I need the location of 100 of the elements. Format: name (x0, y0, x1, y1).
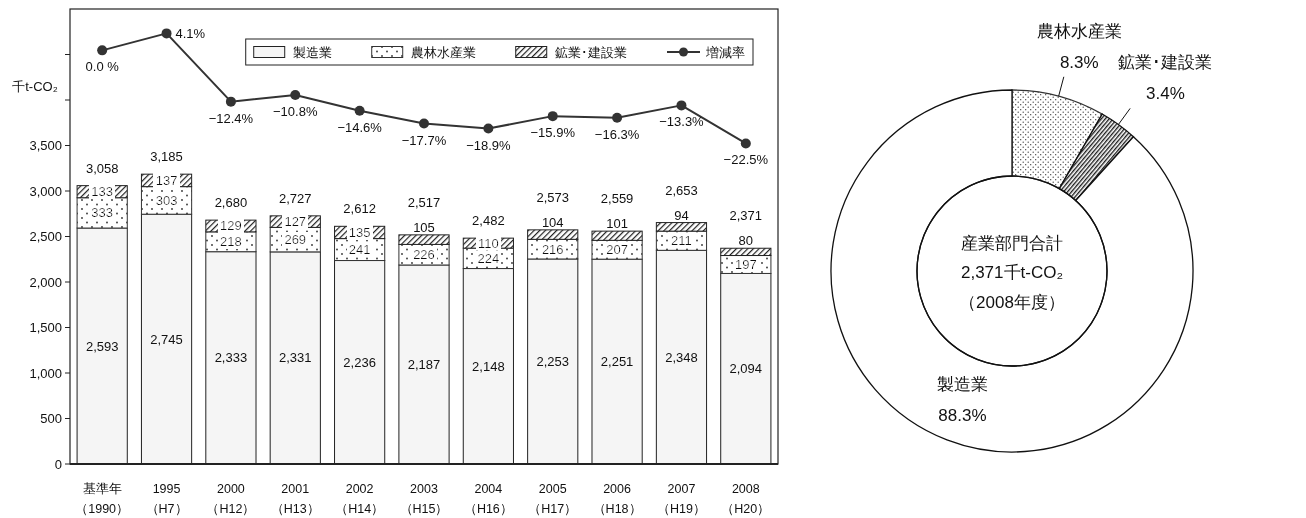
data-label: 216 (541, 241, 564, 257)
data-label: 127 (284, 214, 307, 230)
data-label: −10.8% (273, 104, 318, 120)
data-label: 80 (738, 233, 754, 249)
legend-label: 増減率 (705, 45, 745, 60)
x-tick-label: 2003 （H15） (399, 482, 449, 516)
data-label: 241 (348, 242, 371, 258)
data-label: 135 (348, 224, 371, 240)
data-label: 197 (734, 256, 757, 272)
total-label: 3,185 (150, 149, 183, 165)
data-label: −16.3% (594, 126, 640, 142)
data-label: 94 (674, 207, 689, 223)
point (419, 118, 429, 129)
x-tick-label: 2004 （H16） (463, 482, 513, 516)
data-label: 2,187 (407, 356, 441, 372)
point (547, 111, 558, 122)
data-label: 2,333 (214, 350, 248, 366)
data-label: 2,348 (665, 349, 698, 365)
data-label: 211 (671, 233, 692, 249)
y-axis-title: 千t-CO₂ (12, 79, 58, 94)
legend-label: 農林水産業 (410, 45, 476, 60)
point (161, 28, 172, 39)
data-label: 2,745 (150, 331, 183, 347)
y-tick-label: 1,000 (29, 365, 62, 381)
data-label: 4.1% (175, 26, 206, 42)
bar (655, 222, 708, 232)
y-tick-label: 3,000 (29, 183, 62, 199)
x-tick-label: 2000 （H12） (206, 482, 256, 516)
x-tick-label: 2008 （H20） (721, 482, 771, 516)
data-label: 110 (478, 235, 499, 251)
data-label: 8.3% (1059, 52, 1099, 72)
y-tick-label: 500 (40, 411, 62, 426)
data-label: 218 (220, 234, 242, 250)
y-tick-label: 2,000 (29, 274, 62, 290)
point (740, 138, 751, 149)
x-tick-label: 2006 （H18） (592, 482, 642, 516)
data-label: 0.0 % (85, 59, 120, 75)
x-tick-label: 2007 （H19） (656, 482, 706, 516)
data-label: 129 (220, 218, 242, 234)
bar (462, 237, 514, 249)
data-label: 2,331 (279, 350, 312, 366)
donut-slice (830, 89, 1194, 453)
y-tick-label: 2,500 (29, 229, 62, 244)
text: 産業部門合計 2,371千t-CO₂ （2008年度） (959, 233, 1065, 312)
total-label: 2,727 (279, 190, 312, 206)
y-tick-label: 1,500 (29, 320, 62, 335)
point (612, 112, 623, 123)
point (97, 45, 108, 56)
data-label: 88.3% (938, 406, 987, 426)
x-tick-label: 2005 （H17） (528, 482, 578, 516)
data-label: 2,236 (343, 354, 376, 370)
data-label: 269 (284, 232, 307, 248)
data-label: 2,593 (85, 338, 119, 354)
total-label: 2,653 (665, 182, 698, 198)
data-label: −17.7% (401, 132, 447, 148)
slice-label: 農林水産業 (1036, 21, 1122, 41)
point (354, 105, 365, 116)
data-label: 104 (541, 214, 564, 230)
data-label: 224 (477, 250, 500, 266)
x-tick-label: 2001 （H13） (270, 482, 320, 516)
data-label: 333 (91, 205, 114, 221)
legend-label: 鉱業･建設業 (554, 45, 627, 60)
y-tick-label: 0 (54, 456, 62, 472)
total-label: 2,482 (472, 213, 505, 229)
data-label: 137 (155, 172, 178, 188)
data-label: 2,253 (536, 353, 569, 369)
data-label: −13.3% (659, 114, 705, 130)
total-label: 3,058 (85, 160, 119, 176)
bar (591, 230, 643, 241)
data-label: 105 (413, 219, 435, 235)
bar (205, 219, 257, 233)
total-label: 2,612 (343, 201, 376, 217)
legend-label: 製造業 (292, 45, 332, 60)
donut-slice (1011, 89, 1103, 190)
point (676, 100, 687, 111)
data-label: 2,251 (600, 354, 634, 370)
total-label: 2,517 (407, 194, 441, 210)
data-label: 303 (155, 192, 178, 208)
data-label: −22.5% (723, 152, 769, 168)
point (225, 96, 236, 107)
total-label: 2,559 (600, 191, 634, 207)
data-label: −14.6% (337, 119, 383, 135)
data-label: 226 (413, 247, 435, 263)
data-label: 101 (606, 216, 628, 232)
slice-label: 製造業 (936, 375, 988, 395)
point (483, 123, 494, 134)
data-label: 2,148 (472, 358, 505, 374)
x-tick-label: 基準年（1990） (75, 482, 130, 516)
data-label: −18.9% (466, 137, 512, 153)
total-label: 2,371 (729, 208, 763, 224)
x-tick-label: 1995 （H7） (145, 482, 188, 516)
point (290, 90, 301, 101)
slice-label: 鉱業･建設業 (1118, 53, 1213, 73)
data-label: 2,094 (729, 361, 763, 377)
total-label: 2,680 (214, 195, 248, 211)
data-label: −15.9% (530, 125, 576, 141)
total-label: 2,573 (536, 189, 569, 205)
y-tick-label: 3,500 (29, 138, 62, 153)
bar (720, 247, 772, 257)
bar (76, 197, 128, 229)
